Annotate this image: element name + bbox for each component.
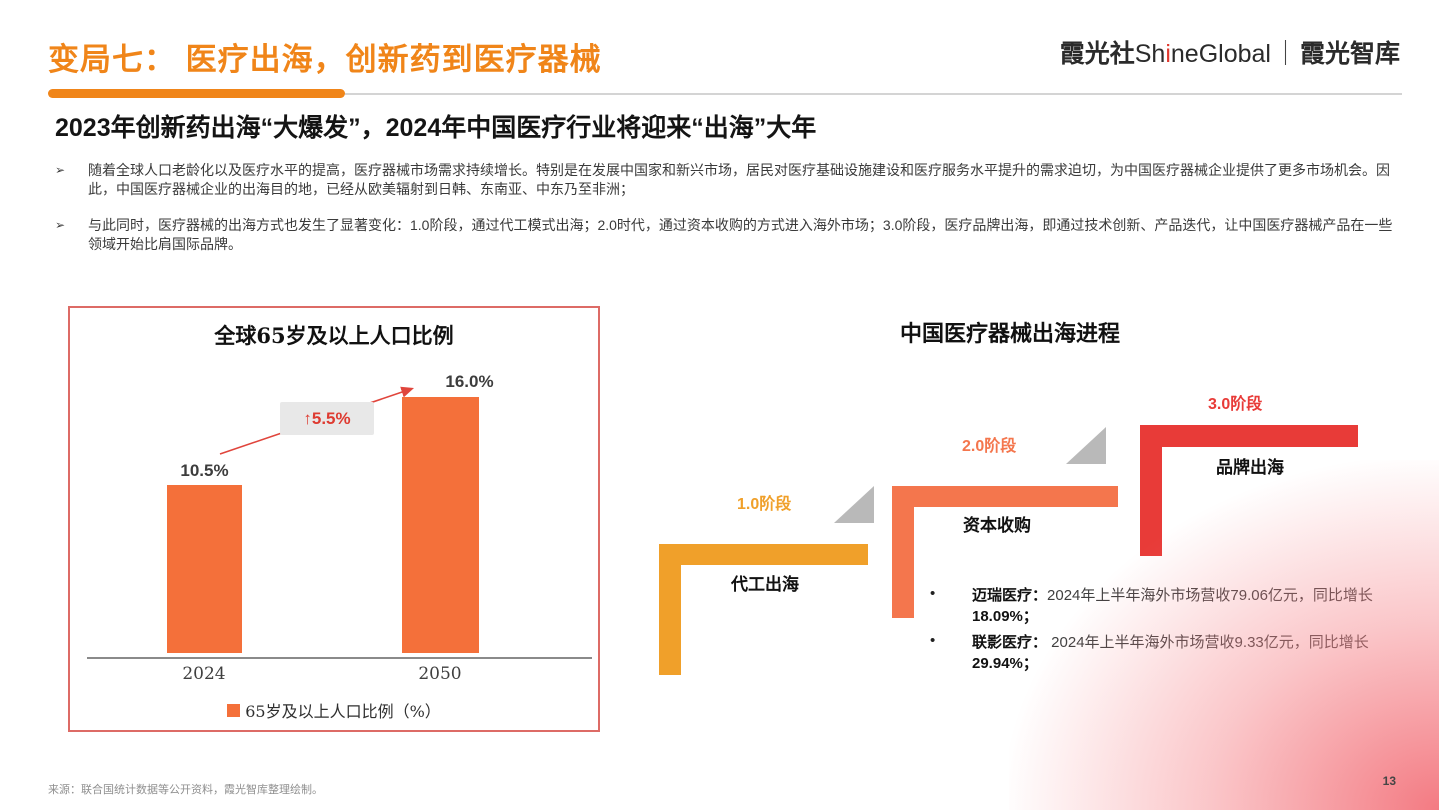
- bullet-text: 与此同时，医疗器械的出海方式也发生了显著变化：1.0阶段，通过代工模式出海；2.…: [88, 217, 1393, 252]
- logo-en-pre: Sh: [1134, 40, 1166, 68]
- step1-bar: [659, 544, 681, 675]
- bullet-text: 随着全球人口老龄化以及医疗水平的提高，医疗器械市场需求持续增长。特别是在发展中国…: [88, 162, 1390, 197]
- step2-stage-label: 2.0阶段: [962, 438, 1017, 455]
- delta-annotation-text: ↑5.5%: [303, 408, 351, 428]
- logo-cn-1: 霞光社: [1059, 40, 1135, 68]
- step-up-triangle-icon: [1066, 427, 1106, 464]
- company-name: 迈瑞医疗：: [972, 587, 1048, 604]
- page-title-rest: 医疗出海，创新药到医疗器械: [185, 42, 602, 77]
- list-bullet-icon: •: [930, 632, 936, 649]
- population-chart: 全球65岁及以上人口比例 10.5% 16.0% ↑5.5% 2024 2050…: [68, 306, 600, 732]
- bar-value-label: 10.5%: [180, 461, 229, 480]
- bar-value-label: 16.0%: [445, 372, 494, 391]
- chart-title: 全球65岁及以上人口比例: [214, 323, 454, 348]
- step3-bar: [1140, 425, 1358, 447]
- source-note: 来源：联合国统计数据等公开资料，霞光智库整理绘制。: [48, 784, 323, 796]
- brand-logo: 霞光社ShineGlobal｜霞光智库: [1060, 34, 1400, 70]
- x-axis: [87, 657, 592, 659]
- bullet-list: ➢ 随着全球人口老龄化以及医疗水平的提高，医疗器械市场需求持续增长。特别是在发展…: [55, 161, 1400, 271]
- step2-name: 资本收购: [963, 516, 1031, 535]
- company-item: • 联影医疗： 2024年上半年海外市场营收9.33亿元，同比增长 29.94%；: [930, 632, 1400, 674]
- x-tick-label: 2024: [182, 664, 226, 684]
- title-underline: [48, 89, 345, 98]
- logo-cn-2: 霞光智库: [1299, 40, 1400, 68]
- step1-stage-label: 1.0阶段: [737, 496, 792, 513]
- legend-label: 65岁及以上人口比例（%）: [245, 702, 441, 721]
- company-text: 联影医疗： 2024年上半年海外市场营收9.33亿元，同比增长 29.94%；: [972, 632, 1387, 674]
- page-number: 13: [1382, 774, 1396, 788]
- list-bullet-icon: •: [930, 585, 936, 602]
- bar-2024: [167, 485, 242, 653]
- delta-annotation: ↑5.5%: [280, 402, 374, 435]
- bullet-item: ➢ 与此同时，医疗器械的出海方式也发生了显著变化：1.0阶段，通过代工模式出海；…: [55, 216, 1400, 254]
- step2-bar: [892, 486, 914, 618]
- step2-bar: [892, 486, 1118, 507]
- legend-swatch-icon: [227, 703, 241, 717]
- x-tick-label: 2050: [418, 664, 462, 684]
- header-divider: [345, 93, 1402, 95]
- company-text: 迈瑞医疗：2024年上半年海外市场营收79.06亿元，同比增长 18.09%；: [972, 585, 1387, 627]
- company-results-list: • 迈瑞医疗：2024年上半年海外市场营收79.06亿元，同比增长 18.09%；…: [930, 585, 1400, 679]
- bullet-arrow-icon: ➢: [55, 163, 66, 177]
- section-headline: 2023年创新药出海“大爆发”，2024年中国医疗行业将迎来“出海”大年: [55, 114, 817, 142]
- diagram-title: 中国医疗器械出海进程: [899, 321, 1120, 346]
- step3-bar: [1140, 425, 1162, 556]
- company-item: • 迈瑞医疗：2024年上半年海外市场营收79.06亿元，同比增长 18.09%；: [930, 585, 1400, 627]
- company-name: 联影医疗：: [972, 634, 1048, 651]
- step3-name: 品牌出海: [1216, 458, 1284, 477]
- company-detail: 2024年上半年海外市场营收79.06亿元，同比增长: [1047, 587, 1373, 604]
- logo-separator: ｜: [1272, 40, 1298, 68]
- logo-en-accent: i: [1165, 40, 1171, 68]
- step1-name: 代工出海: [731, 575, 799, 594]
- step1-bar: [659, 544, 868, 565]
- page-title-prefix: 变局七：: [48, 42, 176, 77]
- logo-en-post: neGlobal: [1170, 40, 1271, 68]
- bullet-item: ➢ 随着全球人口老龄化以及医疗水平的提高，医疗器械市场需求持续增长。特别是在发展…: [55, 161, 1400, 199]
- bar-2050: [402, 397, 479, 653]
- step-up-triangle-icon: [834, 486, 874, 523]
- page-title: 变局七： 医疗出海，创新药到医疗器械: [48, 34, 602, 79]
- company-growth: 18.09%；: [972, 608, 1038, 625]
- company-detail: 2024年上半年海外市场营收9.33亿元，同比增长: [1047, 634, 1369, 651]
- step3-stage-label: 3.0阶段: [1208, 396, 1263, 413]
- bullet-arrow-icon: ➢: [55, 218, 66, 232]
- chart-legend: 65岁及以上人口比例（%）: [70, 698, 598, 722]
- company-growth: 29.94%；: [972, 655, 1038, 672]
